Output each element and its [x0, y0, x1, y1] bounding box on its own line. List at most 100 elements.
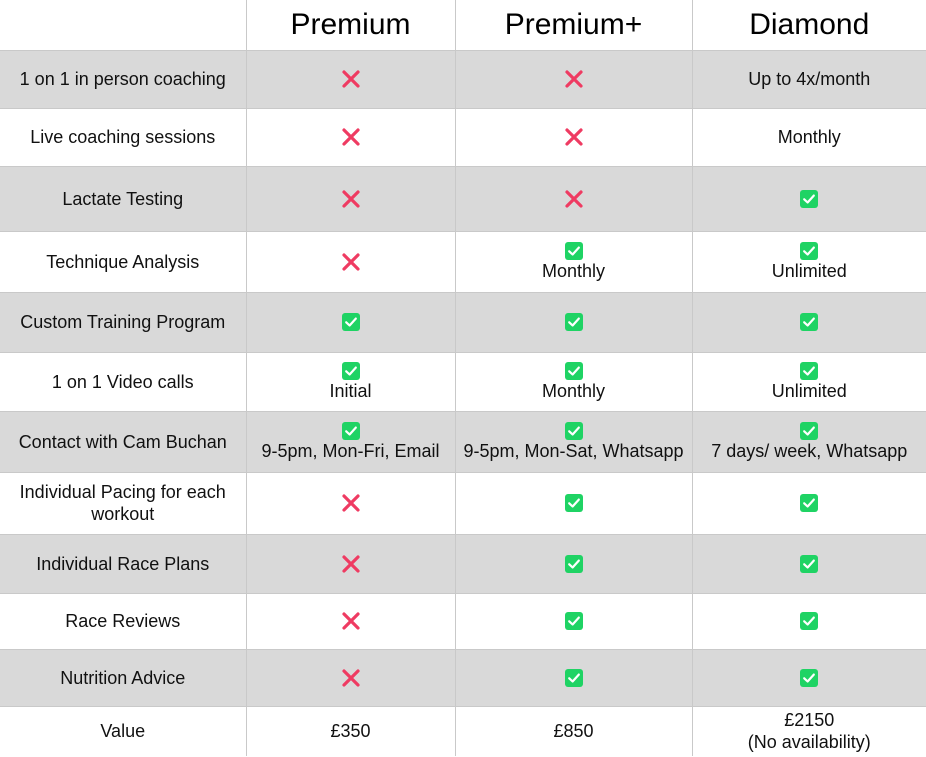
plan-cell: [245, 230, 455, 292]
plan-cell: [454, 165, 692, 231]
cell-text: 9-5pm, Mon-Sat, Whatsapp: [463, 440, 684, 461]
feature-label: Nutrition Advice: [0, 648, 246, 706]
table-row: Custom Training Program: [0, 291, 926, 352]
feature-label: 1 on 1 in person coaching: [0, 49, 246, 108]
plan-header-premium-plus: Premium+: [454, 0, 692, 50]
plan-cell: Unlimited: [691, 230, 926, 292]
feature-label: Contact with Cam Buchan: [0, 410, 246, 472]
plan-cell: Initial: [245, 351, 455, 411]
check-icon: [564, 554, 583, 573]
cell-text: 9-5pm, Mon-Fri, Email: [261, 440, 440, 461]
cross-icon: [341, 494, 360, 512]
feature-label: Custom Training Program: [0, 291, 246, 352]
cross-icon: [341, 189, 360, 208]
plan-cell: [454, 648, 692, 706]
check-icon: [564, 241, 583, 260]
feature-label: Value: [0, 705, 246, 756]
header-corner: [0, 0, 246, 50]
feature-label: Lactate Testing: [0, 165, 246, 231]
check-icon: [341, 313, 360, 331]
plan-cell: Monthly: [691, 107, 926, 166]
cross-icon: [564, 70, 583, 88]
plan-cell: [245, 533, 455, 593]
cell-text: Monthly: [541, 260, 606, 281]
cell-text: Up to 4x/month: [748, 69, 871, 89]
check-icon: [341, 361, 360, 380]
table-row: 1 on 1 in person coaching Up to 4x/month: [0, 49, 926, 108]
cell-text: Unlimited: [771, 260, 847, 281]
check-icon: [800, 241, 819, 260]
plan-cell: [691, 471, 926, 534]
cross-icon: [341, 70, 360, 88]
cell-text: £850: [553, 721, 594, 742]
cell-text: Monthly: [541, 380, 606, 401]
feature-label: Technique Analysis: [0, 230, 246, 292]
plan-cell: Unlimited: [691, 351, 926, 411]
plan-cell: [454, 49, 692, 108]
cross-icon: [564, 128, 583, 146]
plan-cell: [454, 471, 692, 534]
plan-cell: £350: [245, 705, 455, 756]
check-icon: [564, 494, 583, 512]
cell-text: Monthly: [777, 127, 841, 147]
plan-cell: 7 days/ week, Whatsapp: [691, 410, 926, 472]
table-row: Technique Analysis Monthly Unlimited: [0, 230, 926, 292]
table-row: Live coaching sessions Monthly: [0, 107, 926, 166]
plan-cell: [245, 107, 455, 166]
plan-cell: [245, 165, 455, 231]
plan-cell: [245, 592, 455, 649]
table-row: Contact with Cam Buchan 9-5pm, Mon-Fri, E…: [0, 410, 926, 472]
check-icon: [341, 421, 360, 440]
feature-label: Race Reviews: [0, 592, 246, 649]
check-icon: [800, 554, 819, 573]
cross-icon: [341, 252, 360, 271]
check-icon: [564, 313, 583, 331]
table-row: Lactate Testing: [0, 165, 926, 231]
cross-icon: [341, 554, 360, 573]
cell-text: 7 days/ week, Whatsapp: [711, 440, 908, 461]
cross-icon: [564, 189, 583, 208]
feature-label: Individual Race Plans: [0, 533, 246, 593]
cell-text: £350: [330, 721, 371, 742]
plan-header-diamond: Diamond: [691, 0, 926, 50]
cell-text: Initial: [329, 380, 372, 401]
plan-cell: Up to 4x/month: [691, 49, 926, 108]
check-icon: [564, 421, 583, 440]
check-icon: [800, 189, 819, 208]
header-row: Premium Premium+ Diamond: [0, 0, 926, 50]
plan-cell: [454, 592, 692, 649]
plan-cell: [691, 592, 926, 649]
table-row: Individual Race Plans: [0, 533, 926, 593]
feature-label: Live coaching sessions: [0, 107, 246, 166]
check-icon: [800, 612, 819, 630]
plan-cell: [454, 533, 692, 593]
cell-text: £2150: [784, 710, 835, 731]
feature-label: Individual Pacing for each workout: [0, 471, 246, 534]
plan-cell: 9-5pm, Mon-Sat, Whatsapp: [454, 410, 692, 472]
plan-cell: Monthly: [454, 351, 692, 411]
table-row: 1 on 1 Video calls Initial Monthly Unlimite…: [0, 351, 926, 411]
plan-cell: 9-5pm, Mon-Fri, Email: [245, 410, 455, 472]
plan-cell: [691, 533, 926, 593]
cross-icon: [341, 612, 360, 630]
plan-cell: [454, 107, 692, 166]
plan-header-premium: Premium: [245, 0, 455, 50]
check-icon: [564, 668, 583, 687]
check-icon: [800, 421, 819, 440]
plan-cell: [454, 291, 692, 352]
table-row: Race Reviews: [0, 592, 926, 649]
plan-cell: [691, 648, 926, 706]
plan-cell: Monthly: [454, 230, 692, 292]
check-icon: [800, 361, 819, 380]
cell-text: Unlimited: [771, 380, 847, 401]
plan-cell: [691, 291, 926, 352]
plan-cell: [245, 471, 455, 534]
check-icon: [800, 313, 819, 331]
check-icon: [564, 361, 583, 380]
plan-cell: £850: [454, 705, 692, 756]
table-row: Value £350 £850 £2150 (No availability): [0, 705, 926, 756]
plan-cell: £2150 (No availability): [691, 705, 926, 756]
check-icon: [564, 612, 583, 630]
cross-icon: [341, 668, 360, 687]
